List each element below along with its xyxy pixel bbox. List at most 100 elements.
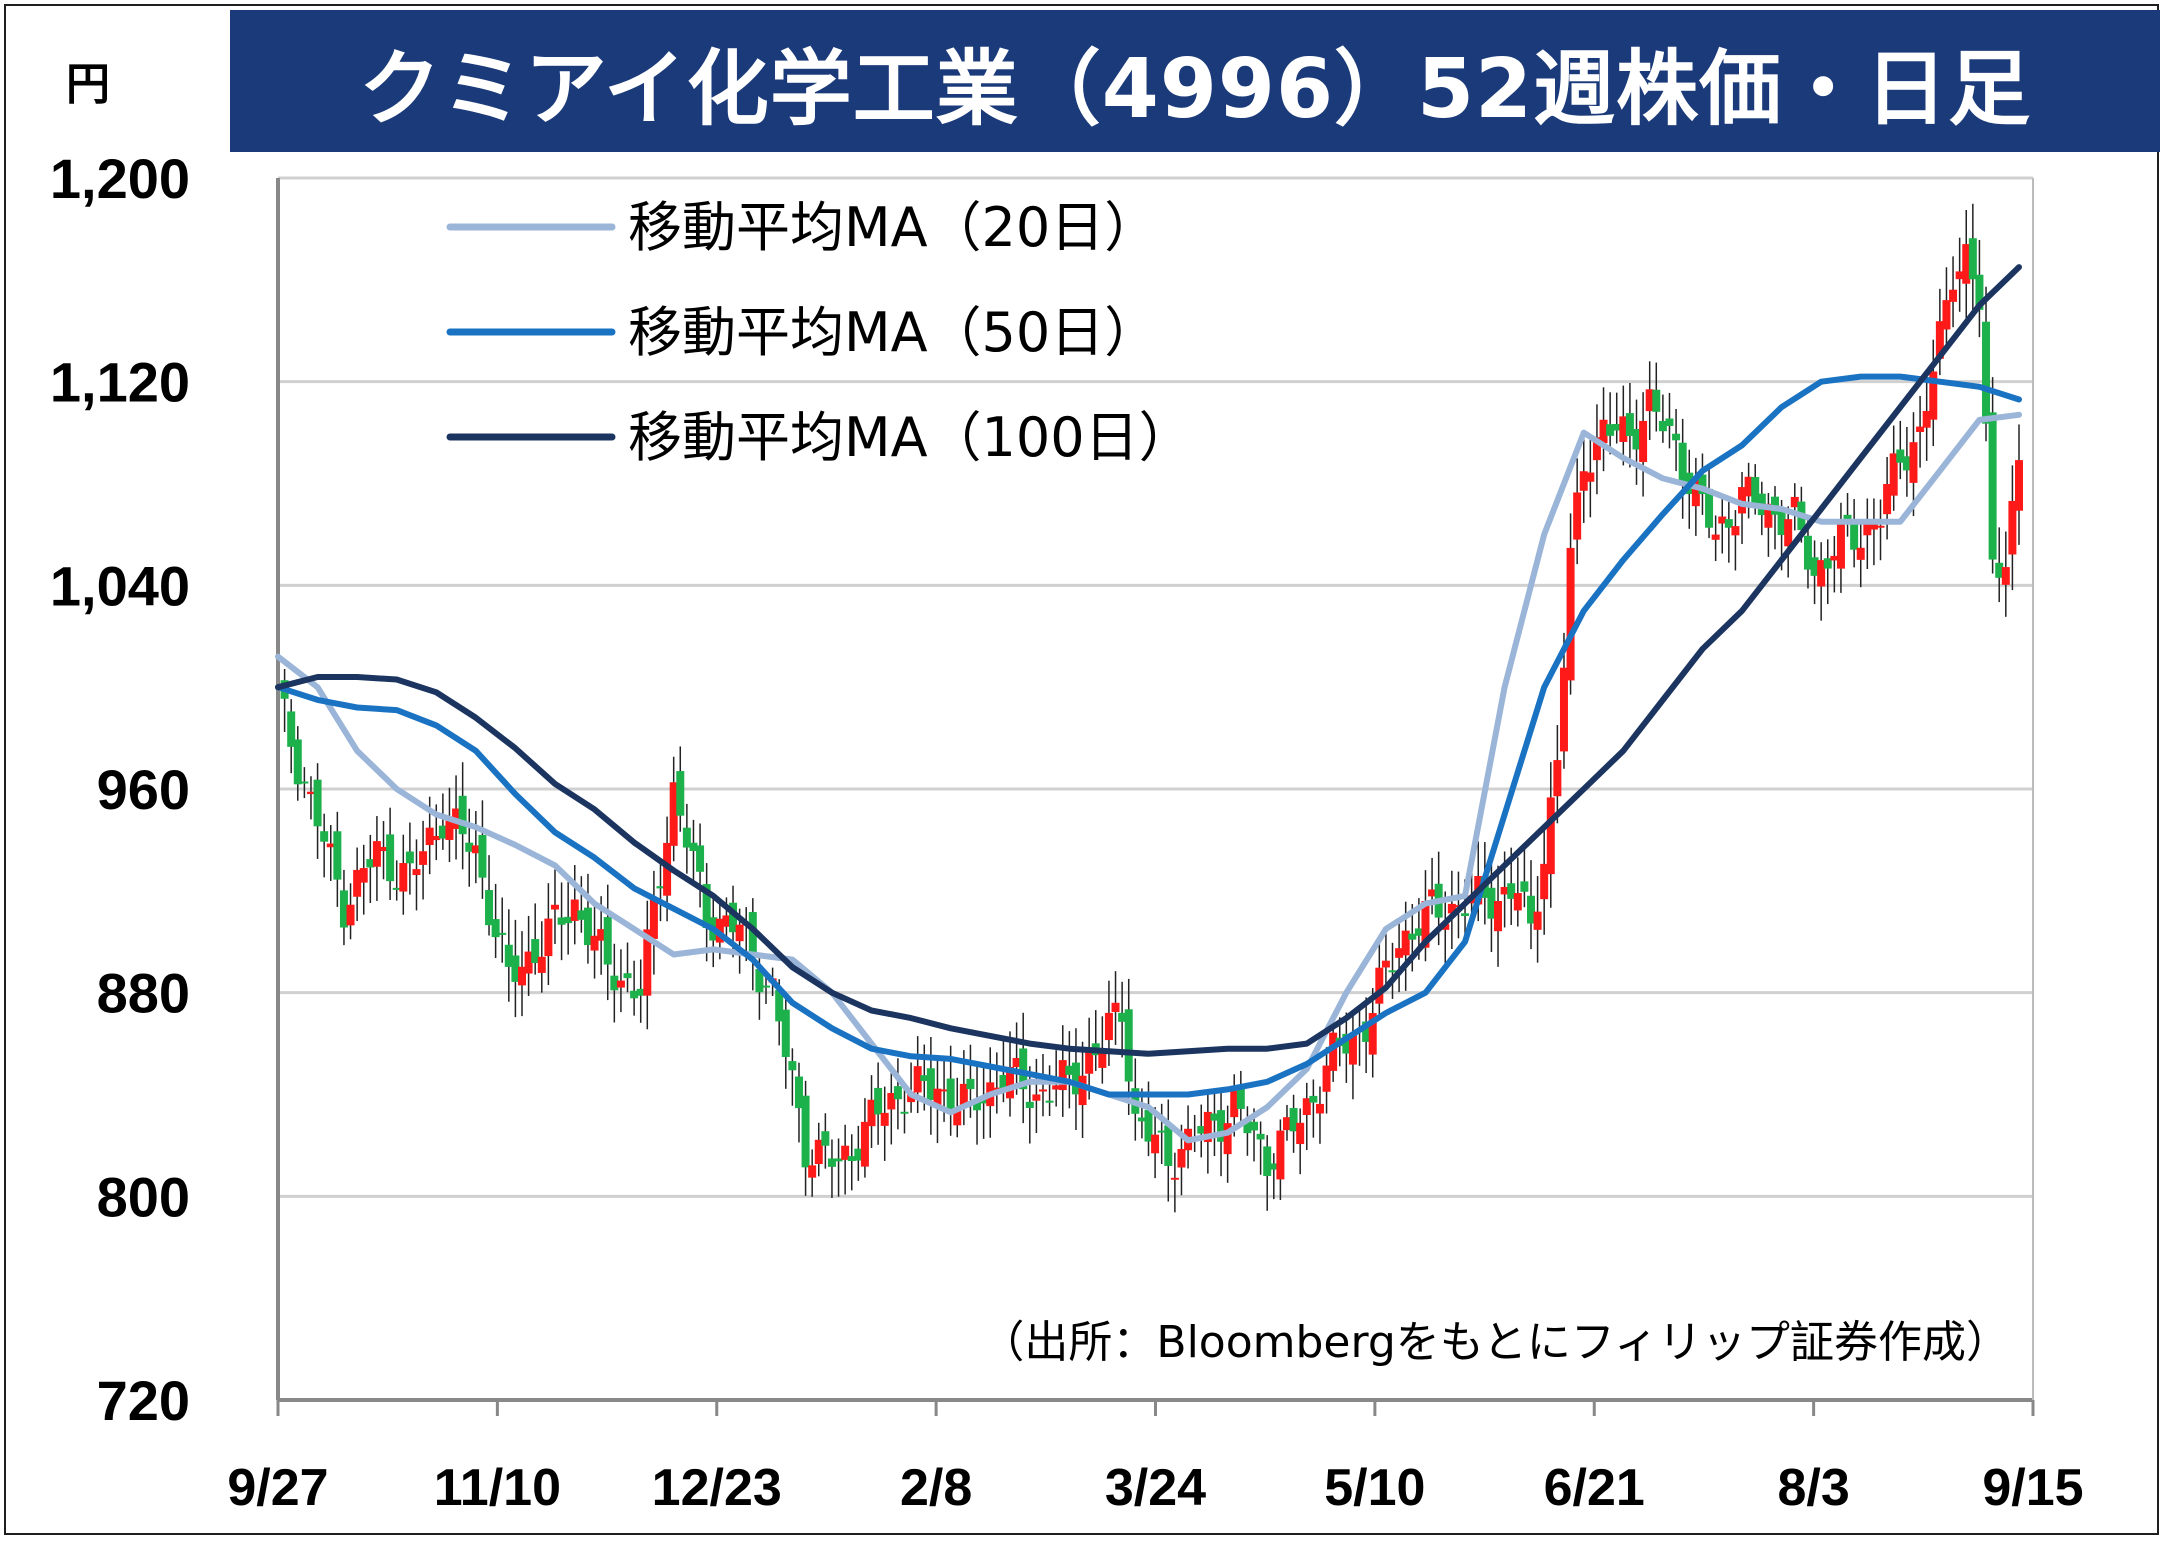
candle-body: [1144, 1109, 1153, 1142]
candle-body: [1540, 863, 1549, 900]
candle-body: [1955, 271, 1964, 280]
candle-body: [524, 951, 533, 974]
candle-body: [1025, 1101, 1034, 1108]
candle-body: [643, 929, 652, 996]
candle-body: [1170, 1177, 1179, 1180]
candle-body: [616, 980, 625, 988]
candle-body: [537, 956, 546, 973]
candle-body: [405, 851, 414, 864]
candle-body: [1487, 887, 1496, 919]
candle-body: [1421, 901, 1430, 948]
candle-body: [458, 795, 467, 835]
candle-body: [801, 1095, 810, 1168]
candle-body: [1751, 477, 1760, 504]
candle-body: [2008, 500, 2017, 555]
candle-body: [1850, 521, 1859, 550]
candle-body: [1876, 525, 1885, 528]
candle-body: [1777, 511, 1786, 536]
candle-body: [1836, 523, 1845, 569]
candle-body: [1441, 924, 1450, 930]
x-tick-label: 9/15: [1982, 1459, 2083, 1517]
candle-body: [287, 711, 296, 747]
candle-body: [1137, 1117, 1146, 1122]
candle-body: [1098, 1048, 1107, 1068]
candle-body: [794, 1076, 803, 1109]
ma-line-1: [275, 373, 2022, 1098]
candle-body: [1289, 1108, 1298, 1132]
candle-body: [1553, 760, 1562, 797]
candle-body: [1949, 289, 1958, 302]
candle-body: [1065, 1065, 1074, 1075]
candle-body: [544, 918, 553, 957]
candle-body: [339, 890, 348, 928]
candle-body: [900, 1111, 909, 1114]
chart-frame: [4, 4, 2159, 1535]
x-tick-label: 9/27: [227, 1459, 328, 1517]
title-banner: クミアイ化学工業（4996）52週株価・日足: [230, 10, 2160, 152]
candle-body: [504, 944, 513, 967]
candle-body: [940, 1089, 949, 1092]
candle-body: [1830, 555, 1839, 561]
candle-body: [1071, 1062, 1080, 1095]
candle-body: [636, 988, 645, 996]
candle-body: [590, 935, 599, 951]
x-tick-label: 2/8: [900, 1459, 972, 1517]
candle-body: [557, 917, 566, 925]
candle-body: [973, 1101, 982, 1111]
x-tick-label: 8/3: [1777, 1459, 1849, 1517]
candle-body: [2001, 567, 2010, 585]
candle-body: [1896, 449, 1905, 463]
candle-body: [1368, 1013, 1377, 1055]
candlesticks: [280, 203, 2023, 1213]
candle-body: [1282, 1117, 1291, 1131]
candle-body: [597, 929, 606, 941]
candle-body: [1929, 371, 1938, 420]
candle-body: [1579, 471, 1588, 491]
candle-body: [630, 990, 639, 999]
ma-line-2: [275, 264, 2022, 1057]
candle-body: [847, 1156, 856, 1162]
candle-body: [1177, 1148, 1186, 1168]
candle-body: [1395, 948, 1404, 958]
candle-body: [874, 1087, 883, 1115]
legend: 移動平均MA（20日） 移動平均MA（50日） 移動平均MA（100日）: [446, 196, 1193, 469]
candle-body: [1883, 484, 1892, 515]
candle-body: [1388, 970, 1397, 973]
candle-body: [1639, 420, 1648, 463]
y-tick-label: 1,040: [50, 554, 190, 617]
axes: 720 800 880 960 1,040 1,120 1,200 9/27 11/10 12/2…: [50, 147, 2084, 1517]
candle-body: [1322, 1065, 1331, 1092]
candle-body: [1111, 1002, 1120, 1013]
candle-body: [564, 916, 573, 924]
candle-body: [1652, 389, 1661, 412]
candle-body: [946, 1078, 955, 1114]
candle-body: [1691, 479, 1700, 507]
candle-body: [1329, 1032, 1338, 1071]
candle-body: [689, 842, 698, 852]
candle-body: [610, 975, 619, 991]
candle-body: [1500, 886, 1509, 895]
candle-body: [1381, 960, 1390, 968]
source-note: （出所：Bloombergをもとにフィリップ証券作成）: [980, 1317, 2010, 1368]
candle-body: [1157, 1130, 1166, 1133]
candle-body: [1632, 429, 1641, 450]
candle-body: [326, 843, 335, 848]
candle-body: [1104, 1012, 1113, 1041]
candle-body: [933, 1088, 942, 1108]
candle-body: [702, 884, 711, 928]
candle-body: [1362, 1021, 1371, 1042]
candle-body: [860, 1121, 869, 1167]
candle-body: [531, 939, 540, 964]
candle-body: [1256, 1133, 1265, 1140]
candle-body: [583, 907, 592, 946]
candle-body: [1764, 503, 1773, 528]
candle-body: [1526, 895, 1535, 924]
candle-body: [788, 1061, 797, 1071]
candle-body: [1276, 1130, 1285, 1180]
candle-body: [1916, 426, 1925, 432]
x-tick-label: 6/21: [1544, 1459, 1645, 1517]
candle-body: [1975, 274, 1984, 310]
candle-body: [550, 904, 559, 910]
candle-body: [953, 1111, 962, 1126]
candle-body: [1559, 667, 1568, 752]
